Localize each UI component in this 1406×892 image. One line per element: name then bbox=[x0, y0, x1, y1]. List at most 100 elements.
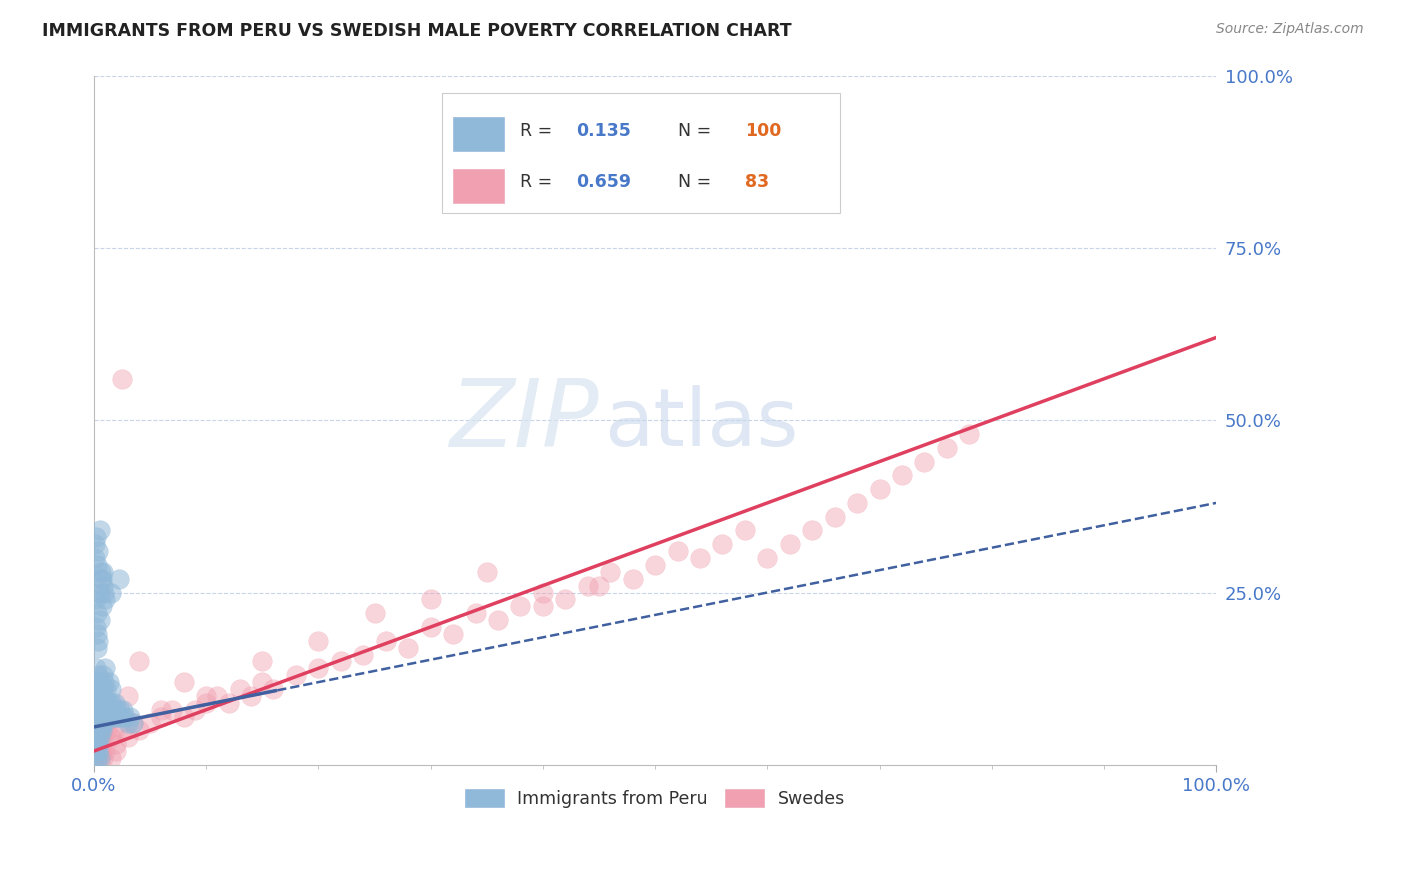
Text: 100: 100 bbox=[745, 121, 782, 140]
Point bbox=[689, 551, 711, 566]
Point bbox=[599, 565, 621, 579]
Point bbox=[84, 731, 107, 745]
FancyBboxPatch shape bbox=[441, 93, 841, 213]
Point bbox=[86, 675, 108, 690]
Point bbox=[576, 579, 599, 593]
Point bbox=[531, 599, 554, 614]
Point bbox=[644, 558, 666, 572]
Point bbox=[475, 565, 498, 579]
Point bbox=[90, 689, 112, 703]
Point bbox=[869, 482, 891, 496]
Point bbox=[252, 675, 274, 690]
Point bbox=[94, 696, 117, 710]
Point bbox=[117, 689, 139, 703]
Point bbox=[84, 592, 107, 607]
Point bbox=[90, 696, 112, 710]
Point bbox=[89, 613, 111, 627]
Point bbox=[87, 751, 110, 765]
Point bbox=[86, 689, 108, 703]
Point bbox=[957, 427, 980, 442]
Point bbox=[93, 703, 115, 717]
Point bbox=[86, 737, 108, 751]
Point bbox=[91, 681, 114, 696]
Point bbox=[195, 689, 218, 703]
Point bbox=[93, 585, 115, 599]
Point bbox=[824, 509, 846, 524]
Point bbox=[100, 751, 122, 765]
Point bbox=[117, 716, 139, 731]
Point bbox=[86, 737, 108, 751]
Point bbox=[90, 572, 112, 586]
Point bbox=[111, 723, 134, 738]
Point bbox=[419, 620, 441, 634]
Point bbox=[96, 723, 118, 738]
Point bbox=[94, 592, 117, 607]
Point bbox=[86, 716, 108, 731]
Point bbox=[554, 592, 576, 607]
Point bbox=[96, 703, 118, 717]
Point bbox=[84, 661, 107, 675]
Point bbox=[173, 709, 195, 723]
Point bbox=[105, 744, 128, 758]
Point bbox=[100, 585, 122, 599]
Point bbox=[100, 731, 122, 745]
Point bbox=[621, 572, 644, 586]
Point bbox=[89, 751, 111, 765]
Point bbox=[84, 620, 107, 634]
Point bbox=[128, 655, 150, 669]
Point bbox=[711, 537, 734, 551]
Point bbox=[101, 696, 124, 710]
Point bbox=[91, 668, 114, 682]
Text: IMMIGRANTS FROM PERU VS SWEDISH MALE POVERTY CORRELATION CHART: IMMIGRANTS FROM PERU VS SWEDISH MALE POV… bbox=[42, 22, 792, 40]
Point bbox=[104, 696, 127, 710]
Point bbox=[284, 668, 307, 682]
Point bbox=[87, 633, 110, 648]
Point bbox=[93, 731, 115, 745]
Point bbox=[87, 668, 110, 682]
Point bbox=[91, 723, 114, 738]
Point bbox=[103, 723, 125, 738]
Point bbox=[89, 524, 111, 538]
Point bbox=[84, 709, 107, 723]
Point bbox=[90, 744, 112, 758]
Text: ZIP: ZIP bbox=[450, 375, 599, 466]
Text: N =: N = bbox=[678, 121, 711, 140]
Point bbox=[94, 744, 117, 758]
Point bbox=[118, 709, 141, 723]
Point bbox=[464, 606, 486, 620]
Point bbox=[87, 744, 110, 758]
Point bbox=[86, 751, 108, 765]
Point bbox=[90, 681, 112, 696]
Point bbox=[87, 544, 110, 558]
Point bbox=[107, 709, 129, 723]
Point bbox=[84, 737, 107, 751]
Point bbox=[90, 565, 112, 579]
Point bbox=[100, 703, 122, 717]
Point bbox=[240, 689, 263, 703]
Point bbox=[86, 627, 108, 641]
Point bbox=[588, 579, 610, 593]
Point bbox=[89, 716, 111, 731]
Point bbox=[89, 703, 111, 717]
Point bbox=[84, 751, 107, 765]
Point bbox=[98, 696, 121, 710]
Point bbox=[86, 606, 108, 620]
Point bbox=[779, 537, 801, 551]
Point bbox=[363, 606, 385, 620]
Point bbox=[263, 681, 285, 696]
Point bbox=[111, 372, 134, 386]
Point bbox=[90, 723, 112, 738]
Point bbox=[103, 709, 125, 723]
Point bbox=[801, 524, 824, 538]
Point bbox=[90, 703, 112, 717]
Point bbox=[150, 709, 173, 723]
Point bbox=[86, 640, 108, 655]
Point bbox=[117, 731, 139, 745]
Point bbox=[90, 723, 112, 738]
Point bbox=[122, 716, 145, 731]
Point bbox=[91, 565, 114, 579]
Point bbox=[173, 675, 195, 690]
Point bbox=[846, 496, 869, 510]
Text: 83: 83 bbox=[745, 173, 769, 192]
Point bbox=[150, 703, 173, 717]
